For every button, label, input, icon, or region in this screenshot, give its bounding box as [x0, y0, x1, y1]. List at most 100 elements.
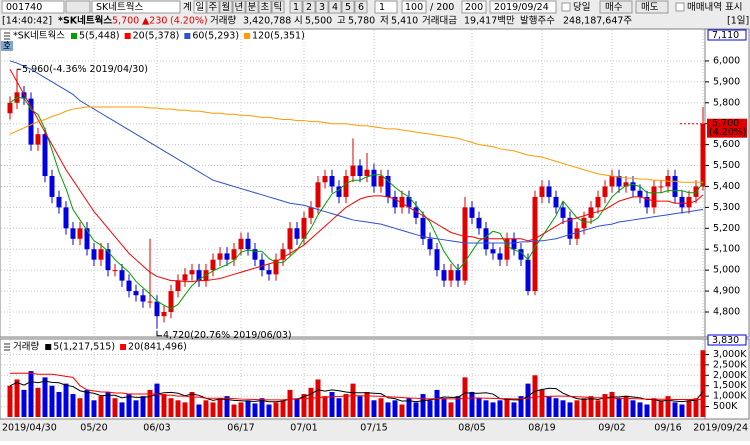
number-button[interactable] [341, 0, 355, 14]
volume-bar [560, 400, 566, 417]
number-button[interactable] [289, 0, 303, 14]
volume-bar [392, 400, 398, 417]
date-box[interactable] [489, 0, 557, 14]
period-button[interactable] [206, 0, 220, 14]
candle-body [336, 186, 342, 197]
volume-bar [546, 396, 552, 417]
stock-code: 001740 [6, 2, 42, 13]
period-button[interactable] [232, 0, 246, 14]
number-button[interactable] [315, 0, 329, 14]
volume-bar [42, 377, 48, 417]
candle-body [175, 280, 181, 292]
side-button[interactable] [1, 41, 13, 51]
amount: 19,417백만 [464, 16, 515, 27]
last-change: (4.20%) [709, 127, 747, 138]
candle-body [308, 207, 314, 218]
group[interactable]: 계 [183, 1, 192, 13]
period-button[interactable] [193, 0, 207, 14]
candle-body [28, 98, 34, 145]
volume-label: 거래량 [210, 15, 236, 27]
legend-title: *SK네트웍스 [13, 31, 65, 42]
candle-body [189, 270, 195, 275]
volume-bar [364, 391, 370, 417]
candle-body [448, 270, 454, 281]
volume-bar [189, 391, 195, 417]
legend-swatch [184, 33, 191, 39]
volume-bar [420, 394, 426, 417]
code-box[interactable] [1, 0, 65, 14]
y-tick-label: 6,000 [713, 55, 740, 66]
volume-bar [301, 394, 307, 417]
max-box[interactable] [461, 0, 487, 14]
candle-body [196, 270, 202, 281]
candle-body [294, 228, 300, 239]
volume-bar [98, 396, 104, 417]
volume-bar [483, 400, 489, 417]
candle-body [252, 249, 258, 260]
open: 5,500 [305, 16, 332, 27]
today-checkbox[interactable] [561, 2, 571, 12]
volume-bar [231, 404, 237, 417]
candle-body [350, 165, 356, 177]
search-button[interactable] [65, 0, 91, 14]
volume-bar [245, 400, 251, 417]
volume-bar [196, 404, 202, 417]
period-button[interactable] [219, 0, 233, 14]
candle-body [427, 238, 433, 250]
buy-button[interactable] [599, 0, 633, 14]
period-button[interactable] [271, 0, 285, 14]
annotation: 5,960(-4.36% 2019/04/30) [22, 64, 148, 75]
volume-bar [329, 391, 335, 417]
high-label: 고 [337, 16, 346, 27]
legend-label: 60(5,293) [192, 31, 239, 42]
candle-body [630, 182, 636, 191]
candle-body [441, 270, 447, 281]
upper-limit-box [707, 29, 747, 41]
x-tick-label: 08/05 [458, 423, 485, 434]
volume-bar [553, 398, 559, 417]
x-tick-label: 06/03 [143, 423, 170, 434]
candle-body [518, 249, 524, 260]
period-button[interactable] [245, 0, 259, 14]
ma-line [10, 372, 704, 401]
high: 5,780 [348, 16, 375, 27]
candle-body [70, 228, 76, 239]
unit-box[interactable] [374, 0, 398, 14]
candle-body [455, 270, 461, 281]
trades-checkbox[interactable] [675, 2, 685, 12]
sell-button[interactable] [635, 0, 669, 14]
volume-bar [532, 375, 538, 417]
volume-bar [567, 402, 573, 417]
candle-body [98, 249, 104, 260]
candle-body [539, 186, 545, 197]
volume-bar [581, 398, 587, 417]
price-axis-panel [704, 28, 750, 338]
candle-body [168, 291, 174, 312]
number-button[interactable] [302, 0, 316, 14]
period-button[interactable] [258, 0, 272, 14]
volume-bar [539, 389, 545, 417]
name-box[interactable] [91, 0, 181, 14]
volume-bar [203, 400, 209, 417]
volume-bar [602, 394, 608, 417]
y-tick-label: 4,900 [713, 286, 740, 297]
candle-body [637, 190, 643, 197]
y-tick-label: 5,400 [713, 181, 740, 192]
candle-body [273, 259, 279, 275]
number-button[interactable] [328, 0, 342, 14]
x-tick-label: 2019/04/30 [2, 423, 57, 434]
volume-bar [147, 389, 153, 417]
number-button[interactable] [354, 0, 368, 14]
volume-bar [91, 400, 97, 417]
period: 주 [209, 2, 218, 13]
count-box[interactable] [401, 0, 427, 14]
x-tick-label: 09/16 [654, 423, 681, 434]
number: 3 [319, 2, 325, 13]
shares: 248,187,647주 [563, 16, 632, 27]
lower-limit: 3,830 [712, 335, 739, 346]
volume-bar [217, 398, 223, 417]
volume-bar [280, 400, 286, 417]
